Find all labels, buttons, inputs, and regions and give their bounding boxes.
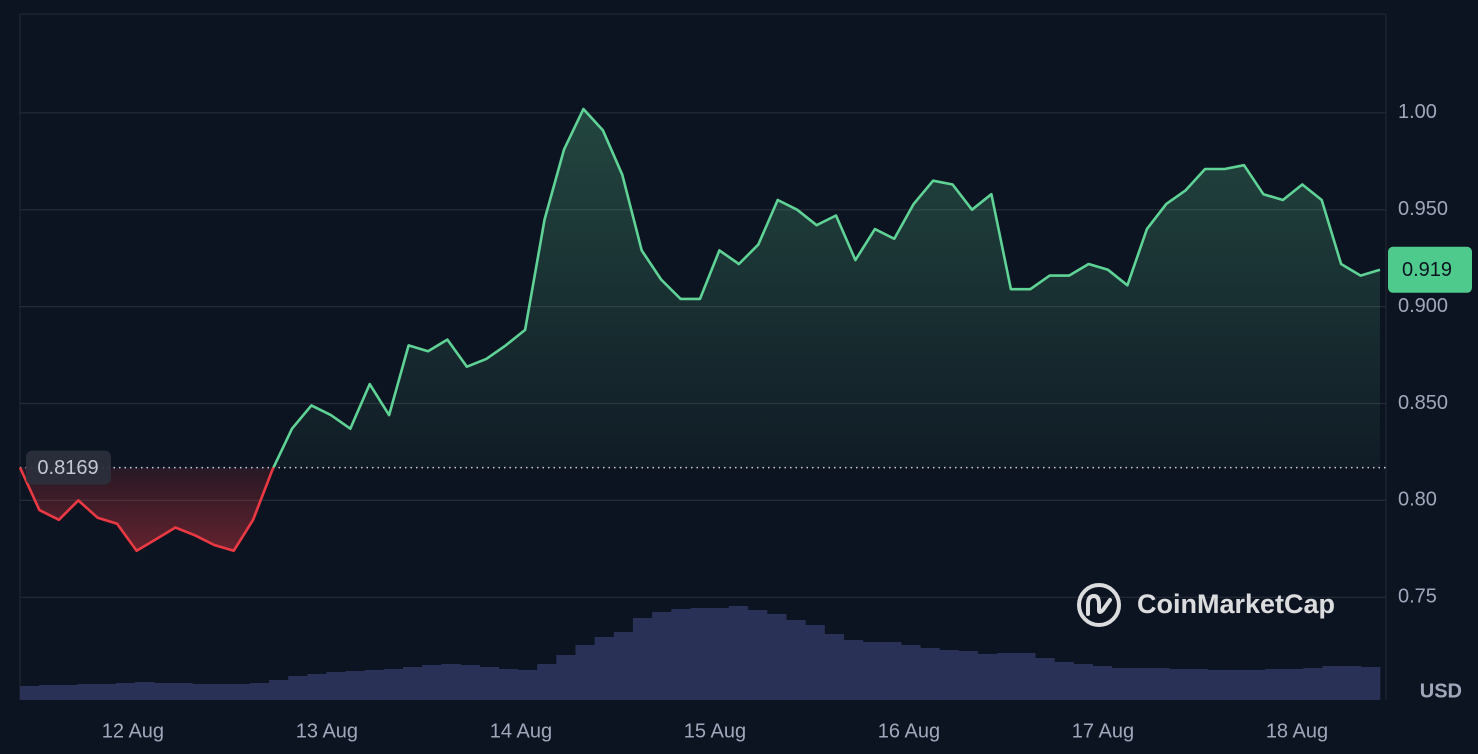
volume-bar bbox=[1207, 670, 1228, 700]
volume-bar bbox=[881, 642, 902, 700]
volume-bar bbox=[1111, 668, 1132, 700]
volume-bar bbox=[632, 618, 653, 700]
volume-bar bbox=[1360, 667, 1381, 700]
volume-bar bbox=[154, 683, 174, 700]
volume-bar bbox=[288, 676, 308, 700]
volume-bar bbox=[192, 684, 212, 700]
x-tick-label: 15 Aug bbox=[684, 720, 746, 742]
volume-bar bbox=[1188, 669, 1208, 700]
volume-bar bbox=[1130, 668, 1151, 700]
axes: 0.75 0.80 0.850 0.900 0.950 1.00 12 Aug 13 Aug 1… bbox=[102, 101, 1448, 742]
volume-bar bbox=[20, 686, 40, 700]
volume-bar bbox=[58, 685, 78, 700]
volume-bar bbox=[345, 671, 366, 700]
y-tick-label: 0.75 bbox=[1398, 586, 1437, 608]
volume-bar bbox=[326, 672, 346, 700]
volume-bar bbox=[1303, 668, 1323, 700]
volume-bar bbox=[862, 642, 883, 700]
volume-bar bbox=[556, 655, 576, 700]
baseline-label: 0.8169 bbox=[37, 457, 98, 479]
volume-bar bbox=[977, 654, 998, 700]
volume-bar bbox=[767, 614, 787, 700]
volume-bar bbox=[901, 645, 921, 700]
volume-bar bbox=[134, 682, 155, 700]
volume-bar bbox=[1016, 653, 1036, 700]
volume-bar bbox=[1035, 658, 1055, 700]
volume-bar bbox=[843, 640, 864, 700]
x-tick-label: 12 Aug bbox=[102, 720, 164, 742]
volume-bar bbox=[77, 684, 97, 700]
volume-bar bbox=[1092, 666, 1113, 700]
volume-bar bbox=[96, 684, 117, 700]
volume-bar bbox=[1322, 666, 1342, 700]
volume-bar bbox=[173, 683, 193, 700]
volume-bar bbox=[671, 609, 691, 700]
volume-bar bbox=[211, 684, 232, 700]
x-tick-label: 18 Aug bbox=[1266, 720, 1328, 742]
y-tick-label: 0.900 bbox=[1398, 295, 1448, 317]
volume-bar bbox=[115, 683, 136, 700]
volume-bar bbox=[460, 665, 481, 700]
volume-bar bbox=[1245, 670, 1266, 700]
x-tick-label: 16 Aug bbox=[878, 720, 940, 742]
volume-bar bbox=[537, 664, 557, 700]
y-tick-label: 0.850 bbox=[1398, 392, 1448, 414]
volume-bar bbox=[1226, 670, 1247, 700]
volume-bar bbox=[996, 653, 1017, 700]
series: 0.8169 0.919 bbox=[18, 107, 1472, 553]
volume-bars bbox=[20, 606, 1381, 700]
volume-bar bbox=[1265, 669, 1285, 700]
volume-bar bbox=[1073, 664, 1093, 700]
volume-bar bbox=[690, 608, 710, 700]
volume-bar bbox=[613, 632, 634, 700]
volume-bar bbox=[652, 612, 672, 700]
volume-bar bbox=[518, 670, 538, 700]
volume-bar bbox=[728, 606, 749, 700]
baseline-label-bg bbox=[26, 450, 111, 485]
y-tick-label: 1.00 bbox=[1398, 101, 1437, 123]
volume-bar bbox=[709, 608, 730, 700]
volume-bar bbox=[364, 670, 385, 700]
price-line bbox=[18, 107, 1381, 553]
volume-bar bbox=[747, 610, 768, 700]
watermark: CoinMarketCap bbox=[1077, 583, 1335, 627]
volume-bar bbox=[594, 637, 615, 700]
volume-bar bbox=[939, 650, 959, 700]
currency-label: USD bbox=[1420, 680, 1462, 702]
volume-bar bbox=[307, 674, 327, 700]
volume-bar bbox=[498, 669, 519, 700]
volume-bar bbox=[422, 665, 442, 700]
volume-bar bbox=[1284, 669, 1304, 700]
y-tick-label: 0.950 bbox=[1398, 198, 1448, 220]
volume-bar bbox=[230, 684, 251, 700]
volume-bar bbox=[786, 620, 806, 700]
last-value-bg bbox=[1388, 246, 1472, 293]
last-value-label: 0.919 bbox=[1402, 259, 1452, 281]
watermark-text: CoinMarketCap bbox=[1137, 589, 1335, 619]
volume-bar bbox=[920, 648, 940, 700]
volume-bar bbox=[958, 651, 979, 700]
volume-bar bbox=[441, 664, 461, 700]
volume-bar bbox=[479, 667, 500, 700]
volume-bar bbox=[1054, 662, 1074, 700]
volume-bar bbox=[269, 680, 289, 700]
price-area bbox=[20, 109, 1380, 551]
volume-bar bbox=[403, 667, 423, 700]
volume-bar bbox=[1169, 669, 1189, 700]
volume-bar bbox=[1341, 666, 1362, 700]
volume-bar bbox=[805, 625, 825, 700]
volume-bar bbox=[249, 683, 270, 700]
volume-bar bbox=[39, 685, 59, 700]
x-tick-label: 14 Aug bbox=[490, 720, 552, 742]
volume-bar bbox=[383, 669, 404, 700]
volume-bar bbox=[1150, 668, 1170, 700]
volume-bar bbox=[575, 645, 595, 700]
volume-bar bbox=[824, 634, 844, 700]
y-tick-label: 0.80 bbox=[1398, 489, 1437, 511]
x-tick-label: 17 Aug bbox=[1072, 720, 1134, 742]
x-tick-label: 13 Aug bbox=[296, 720, 358, 742]
